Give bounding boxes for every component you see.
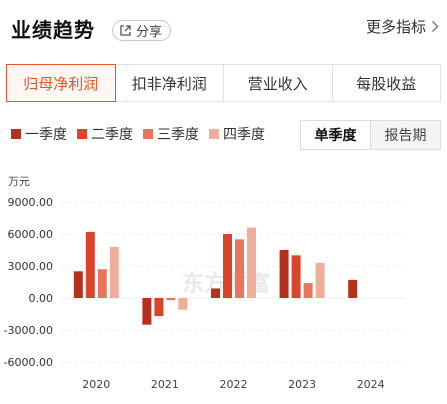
bar-q2-2020 bbox=[85, 231, 95, 298]
chart-legend: 一季度 二季度 三季度 四季度 bbox=[11, 124, 275, 144]
bar-q1-2021 bbox=[142, 298, 152, 325]
bar-q2-2022 bbox=[223, 234, 232, 298]
bar-q3-2022 bbox=[235, 239, 244, 298]
legend-swatch-q3 bbox=[143, 129, 153, 139]
bar-q3-2020 bbox=[97, 269, 107, 298]
y-tick-label: -3000.00 bbox=[4, 324, 53, 337]
x-tick-label: 2023 bbox=[288, 378, 316, 391]
bar-q1-2022 bbox=[211, 288, 220, 298]
toggle-single-quarter[interactable]: 单季度 bbox=[301, 121, 371, 149]
tab-net-profit-parent[interactable]: 归母净利润 bbox=[6, 64, 116, 102]
more-indicators-label: 更多指标 bbox=[365, 18, 426, 36]
legend-swatch-q4 bbox=[209, 129, 219, 139]
x-tick-label: 2020 bbox=[82, 378, 110, 391]
y-tick-label: 0.00 bbox=[29, 292, 54, 305]
bar-q1-2020 bbox=[73, 271, 83, 298]
bar-q4-2021 bbox=[178, 298, 188, 310]
bar-q3-2023 bbox=[303, 283, 313, 298]
legend-swatch-q2 bbox=[77, 129, 87, 139]
x-tick-label: 2022 bbox=[220, 378, 248, 391]
bar-q4-2020 bbox=[109, 246, 119, 298]
bar-q4-2023 bbox=[315, 262, 325, 298]
legend-label-q4: 四季度 bbox=[223, 127, 265, 143]
y-tick-label: 3000.00 bbox=[8, 260, 54, 273]
y-tick-label: 6000.00 bbox=[8, 228, 54, 241]
bar-q4-2022 bbox=[247, 227, 256, 298]
x-tick-label: 2021 bbox=[151, 378, 179, 391]
legend-item-q1[interactable]: 一季度 bbox=[11, 124, 67, 144]
page-title: 业绩趋势 bbox=[11, 18, 95, 42]
metric-tabs: 归母净利润 扣非净利润 营业收入 每股收益 bbox=[6, 64, 441, 102]
tab-eps[interactable]: 每股收益 bbox=[356, 74, 417, 93]
period-toggle: 单季度 报告期 bbox=[300, 120, 441, 150]
bar-q1-2023 bbox=[279, 250, 289, 298]
more-indicators-link[interactable]: 更多指标 bbox=[366, 16, 439, 37]
bar-q2-2021 bbox=[154, 298, 164, 317]
header: 业绩趋势 分享 更多指标 bbox=[0, 0, 447, 58]
legend-item-q3[interactable]: 三季度 bbox=[143, 124, 199, 144]
y-tick-label: -6000.00 bbox=[4, 356, 53, 369]
tab-net-profit-deducted[interactable]: 扣非净利润 bbox=[116, 65, 224, 101]
bar-q1-2024 bbox=[348, 279, 358, 298]
legend-item-q4[interactable]: 四季度 bbox=[209, 124, 265, 144]
y-tick-label: 9000.00 bbox=[8, 196, 54, 209]
bar-chart: 东方财富9000.006000.003000.000.00-3000.00-60… bbox=[4, 196, 405, 391]
bar-q2-2023 bbox=[291, 255, 301, 298]
legend-swatch-q1 bbox=[11, 129, 21, 139]
tab-operating-revenue[interactable]: 营业收入 bbox=[224, 65, 333, 101]
share-label: 分享 bbox=[136, 25, 163, 40]
bar-q3-2021 bbox=[166, 298, 176, 301]
legend-item-q2[interactable]: 二季度 bbox=[77, 124, 133, 144]
legend-label-q3: 三季度 bbox=[157, 127, 199, 143]
share-button[interactable]: 分享 bbox=[112, 20, 172, 41]
legend-label-q1: 一季度 bbox=[25, 127, 67, 143]
share-icon bbox=[120, 25, 131, 36]
legend-label-q2: 二季度 bbox=[91, 127, 133, 143]
toggle-report-period[interactable]: 报告期 bbox=[384, 128, 427, 144]
x-tick-label: 2024 bbox=[357, 378, 385, 391]
y-axis-unit: 万元 bbox=[8, 175, 30, 188]
chevron-right-icon bbox=[432, 21, 439, 32]
